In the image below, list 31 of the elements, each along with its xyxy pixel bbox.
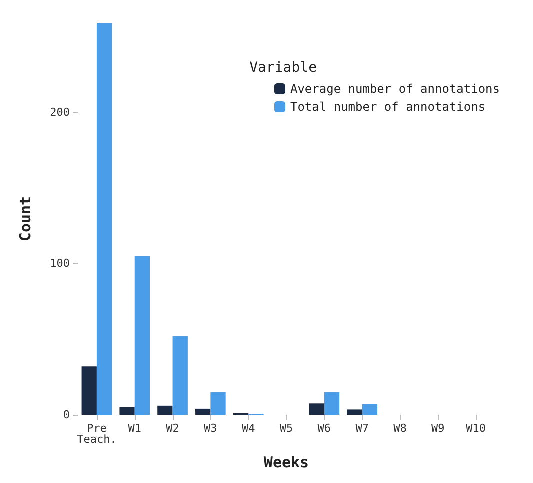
legend-label: Total number of annotations [290, 100, 486, 114]
x-tick-label: W10 [466, 422, 486, 435]
y-tick-label: 0 [63, 408, 70, 422]
bar [82, 366, 97, 415]
bar [172, 336, 188, 415]
x-tick-label: Pre Teach. [77, 422, 117, 446]
x-tick-label: W9 [432, 422, 445, 435]
y-tick-label: 100 [50, 257, 70, 270]
x-tick-label: W2 [166, 422, 180, 435]
bar [134, 256, 150, 415]
bar [158, 406, 173, 415]
y-tick-label: 200 [50, 106, 70, 119]
bar [347, 410, 362, 415]
legend-title: Variable [250, 60, 318, 76]
x-tick-label: W7 [356, 422, 369, 435]
x-tick-label: W1 [128, 422, 142, 435]
bar [196, 408, 211, 415]
bar [96, 23, 112, 415]
bar [210, 392, 226, 415]
bar [309, 404, 324, 415]
x-tick-label: W3 [204, 422, 218, 435]
x-tick-label: W6 [318, 422, 332, 435]
x-tick-label: W5 [280, 422, 294, 435]
y-axis-title: Count [16, 196, 34, 242]
x-axis-title: Weeks [264, 454, 310, 472]
legend-label: Average number of annotations [290, 82, 500, 96]
bar [324, 392, 340, 415]
x-tick-label: W4 [242, 422, 256, 435]
bar [120, 407, 135, 415]
bar [362, 404, 378, 415]
x-tick-label: W8 [394, 422, 407, 435]
